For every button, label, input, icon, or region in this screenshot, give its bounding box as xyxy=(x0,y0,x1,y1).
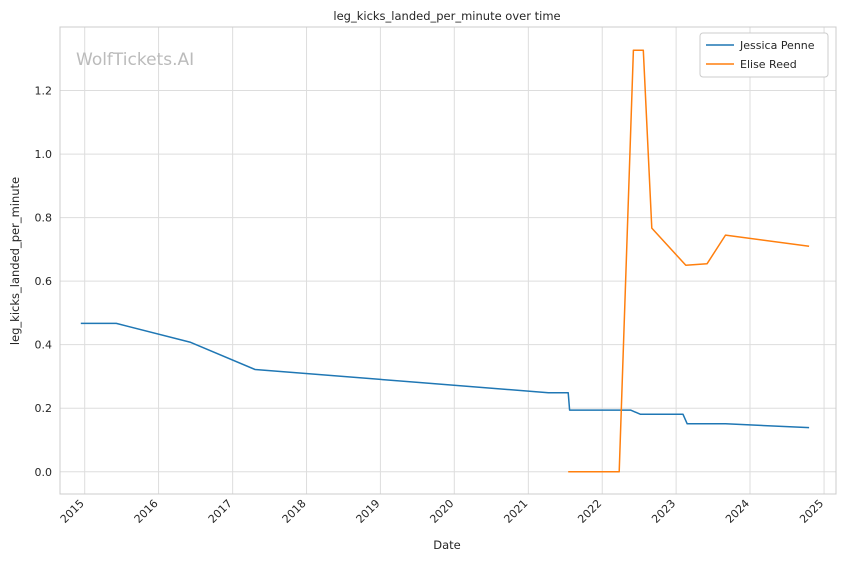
y-tick-label: 0.2 xyxy=(35,402,53,415)
series-layer xyxy=(80,49,810,473)
y-tick-label: 0.8 xyxy=(35,212,53,225)
x-tick-label: 2024 xyxy=(723,497,752,526)
watermark: WolfTickets.AI xyxy=(76,50,194,70)
x-tick-label: 2021 xyxy=(501,497,530,526)
series-line-elise-reed xyxy=(568,49,810,473)
y-tick-label: 1.2 xyxy=(35,85,53,98)
y-axis-ticks: 0.0 0.2 0.4 0.6 0.8 1.0 1.2 xyxy=(35,85,53,479)
x-tick-label: 2020 xyxy=(427,497,456,526)
x-tick-label: 2015 xyxy=(58,497,87,526)
legend: Jessica Penne Elise Reed xyxy=(699,32,829,78)
x-axis-label: Date xyxy=(433,538,461,552)
x-tick-label: 2018 xyxy=(280,497,309,526)
x-tick-label: 2019 xyxy=(354,497,383,526)
y-tick-label: 0.6 xyxy=(35,275,53,288)
x-tick-label: 2016 xyxy=(132,497,161,526)
x-tick-label: 2025 xyxy=(797,497,826,526)
series-line-jessica-penne xyxy=(80,322,810,429)
legend-label-jessica-penne: Jessica Penne xyxy=(739,39,815,52)
grid xyxy=(60,27,836,494)
legend-label-elise-reed: Elise Reed xyxy=(740,58,797,71)
plot-area xyxy=(59,26,837,495)
y-tick-label: 0.0 xyxy=(35,466,53,479)
x-tick-label: 2022 xyxy=(575,497,604,526)
x-tick-label: 2017 xyxy=(206,497,235,526)
y-axis-label: leg_kicks_landed_per_minute xyxy=(8,177,22,345)
x-tick-label: 2023 xyxy=(649,497,678,526)
y-tick-label: 1.0 xyxy=(35,148,53,161)
chart-title: leg_kicks_landed_per_minute over time xyxy=(333,9,560,23)
x-axis-ticks: 2015 2016 2017 2018 2019 2020 2021 2022 2023 2024… xyxy=(58,497,826,526)
y-tick-label: 0.4 xyxy=(35,339,53,352)
legend-box xyxy=(699,32,829,78)
